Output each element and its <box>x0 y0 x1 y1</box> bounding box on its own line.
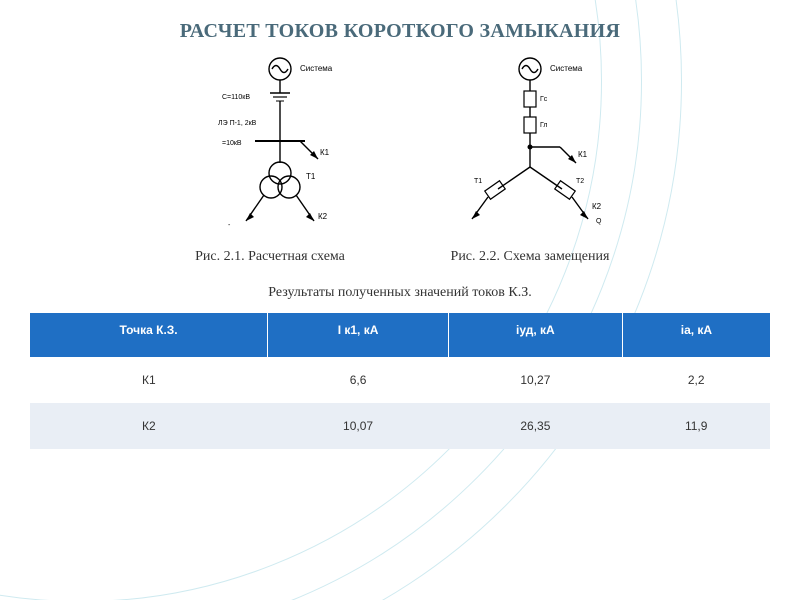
label-system: Система <box>300 64 333 73</box>
col-ia: iа, кА <box>622 313 770 357</box>
slide: РАСЧЕТ ТОКОВ КОРОТКОГО ЗАМЫКАНИЯ Система… <box>0 0 800 600</box>
label-10kv: =10кВ <box>222 140 242 147</box>
col-ik1: I к1, кА <box>268 313 449 357</box>
figures-row: Система C=110кВ ЛЭ П-1, 2кВ =10кВ К1 <box>30 51 770 265</box>
col-iud: iуд, кА <box>448 313 622 357</box>
cell: 10,27 <box>448 357 622 403</box>
label-q: Q <box>596 218 602 225</box>
label-rl: Гл <box>540 122 547 129</box>
cell: К2 <box>30 403 268 449</box>
label-t2: Т2 <box>576 178 584 185</box>
table-title: Результаты полученных значений токов К.З… <box>30 285 770 301</box>
cell: 10,07 <box>268 403 449 449</box>
cell: 6,6 <box>268 357 449 403</box>
label-k2: К2 <box>318 212 328 221</box>
label-transformer: Т1 <box>306 172 316 181</box>
label-c110: C=110кВ <box>222 94 250 101</box>
label-rc: Гс <box>540 96 548 103</box>
equivalent-scheme-diagram: Система Гс Гл К1 <box>420 51 640 241</box>
figure-2-2: Система Гс Гл К1 <box>420 51 640 265</box>
table-row: К2 10,07 26,35 11,9 <box>30 403 770 449</box>
figure-2-2-caption: Рис. 2.2. Схема замещения <box>451 249 610 265</box>
results-table: Точка К.З. I к1, кА iуд, кА iа, кА К1 6,… <box>30 313 770 449</box>
table-header-row: Точка К.З. I к1, кА iуд, кА iа, кА <box>30 313 770 357</box>
cell: 2,2 <box>622 357 770 403</box>
label-k2-2: К2 <box>592 202 602 211</box>
label-line: ЛЭ П-1, 2кВ <box>218 120 257 127</box>
cell: К1 <box>30 357 268 403</box>
table-row: К1 6,6 10,27 2,2 <box>30 357 770 403</box>
label-t1: Т1 <box>474 178 482 185</box>
label-system-2: Система <box>550 64 583 73</box>
label-k1: К1 <box>320 148 330 157</box>
col-point: Точка К.З. <box>30 313 268 357</box>
label-k1-2: К1 <box>578 150 588 159</box>
calc-scheme-diagram: Система C=110кВ ЛЭ П-1, 2кВ =10кВ К1 <box>160 51 380 241</box>
page-title: РАСЧЕТ ТОКОВ КОРОТКОГО ЗАМЫКАНИЯ <box>30 20 770 43</box>
figure-2-1: Система C=110кВ ЛЭ П-1, 2кВ =10кВ К1 <box>160 51 380 265</box>
cell: 26,35 <box>448 403 622 449</box>
cell: 11,9 <box>622 403 770 449</box>
figure-2-1-caption: Рис. 2.1. Расчетная схема <box>195 249 345 265</box>
label-left-leg: - <box>228 222 231 229</box>
